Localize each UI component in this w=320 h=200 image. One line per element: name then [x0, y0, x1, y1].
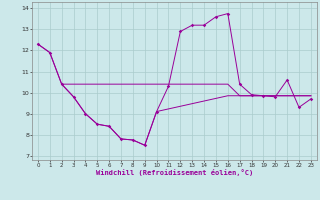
X-axis label: Windchill (Refroidissement éolien,°C): Windchill (Refroidissement éolien,°C) [96, 169, 253, 176]
